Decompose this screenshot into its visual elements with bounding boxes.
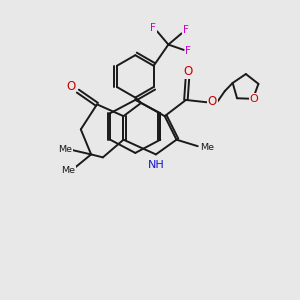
Text: F: F: [182, 25, 188, 35]
Text: O: O: [67, 80, 76, 93]
Text: Me: Me: [58, 145, 72, 154]
Text: NH: NH: [148, 160, 165, 170]
Text: F: F: [150, 22, 156, 32]
Text: Me: Me: [200, 143, 214, 152]
Text: Me: Me: [61, 166, 75, 175]
Text: O: O: [208, 95, 217, 108]
Text: O: O: [249, 94, 258, 104]
Text: O: O: [184, 65, 193, 79]
Text: F: F: [185, 46, 191, 56]
